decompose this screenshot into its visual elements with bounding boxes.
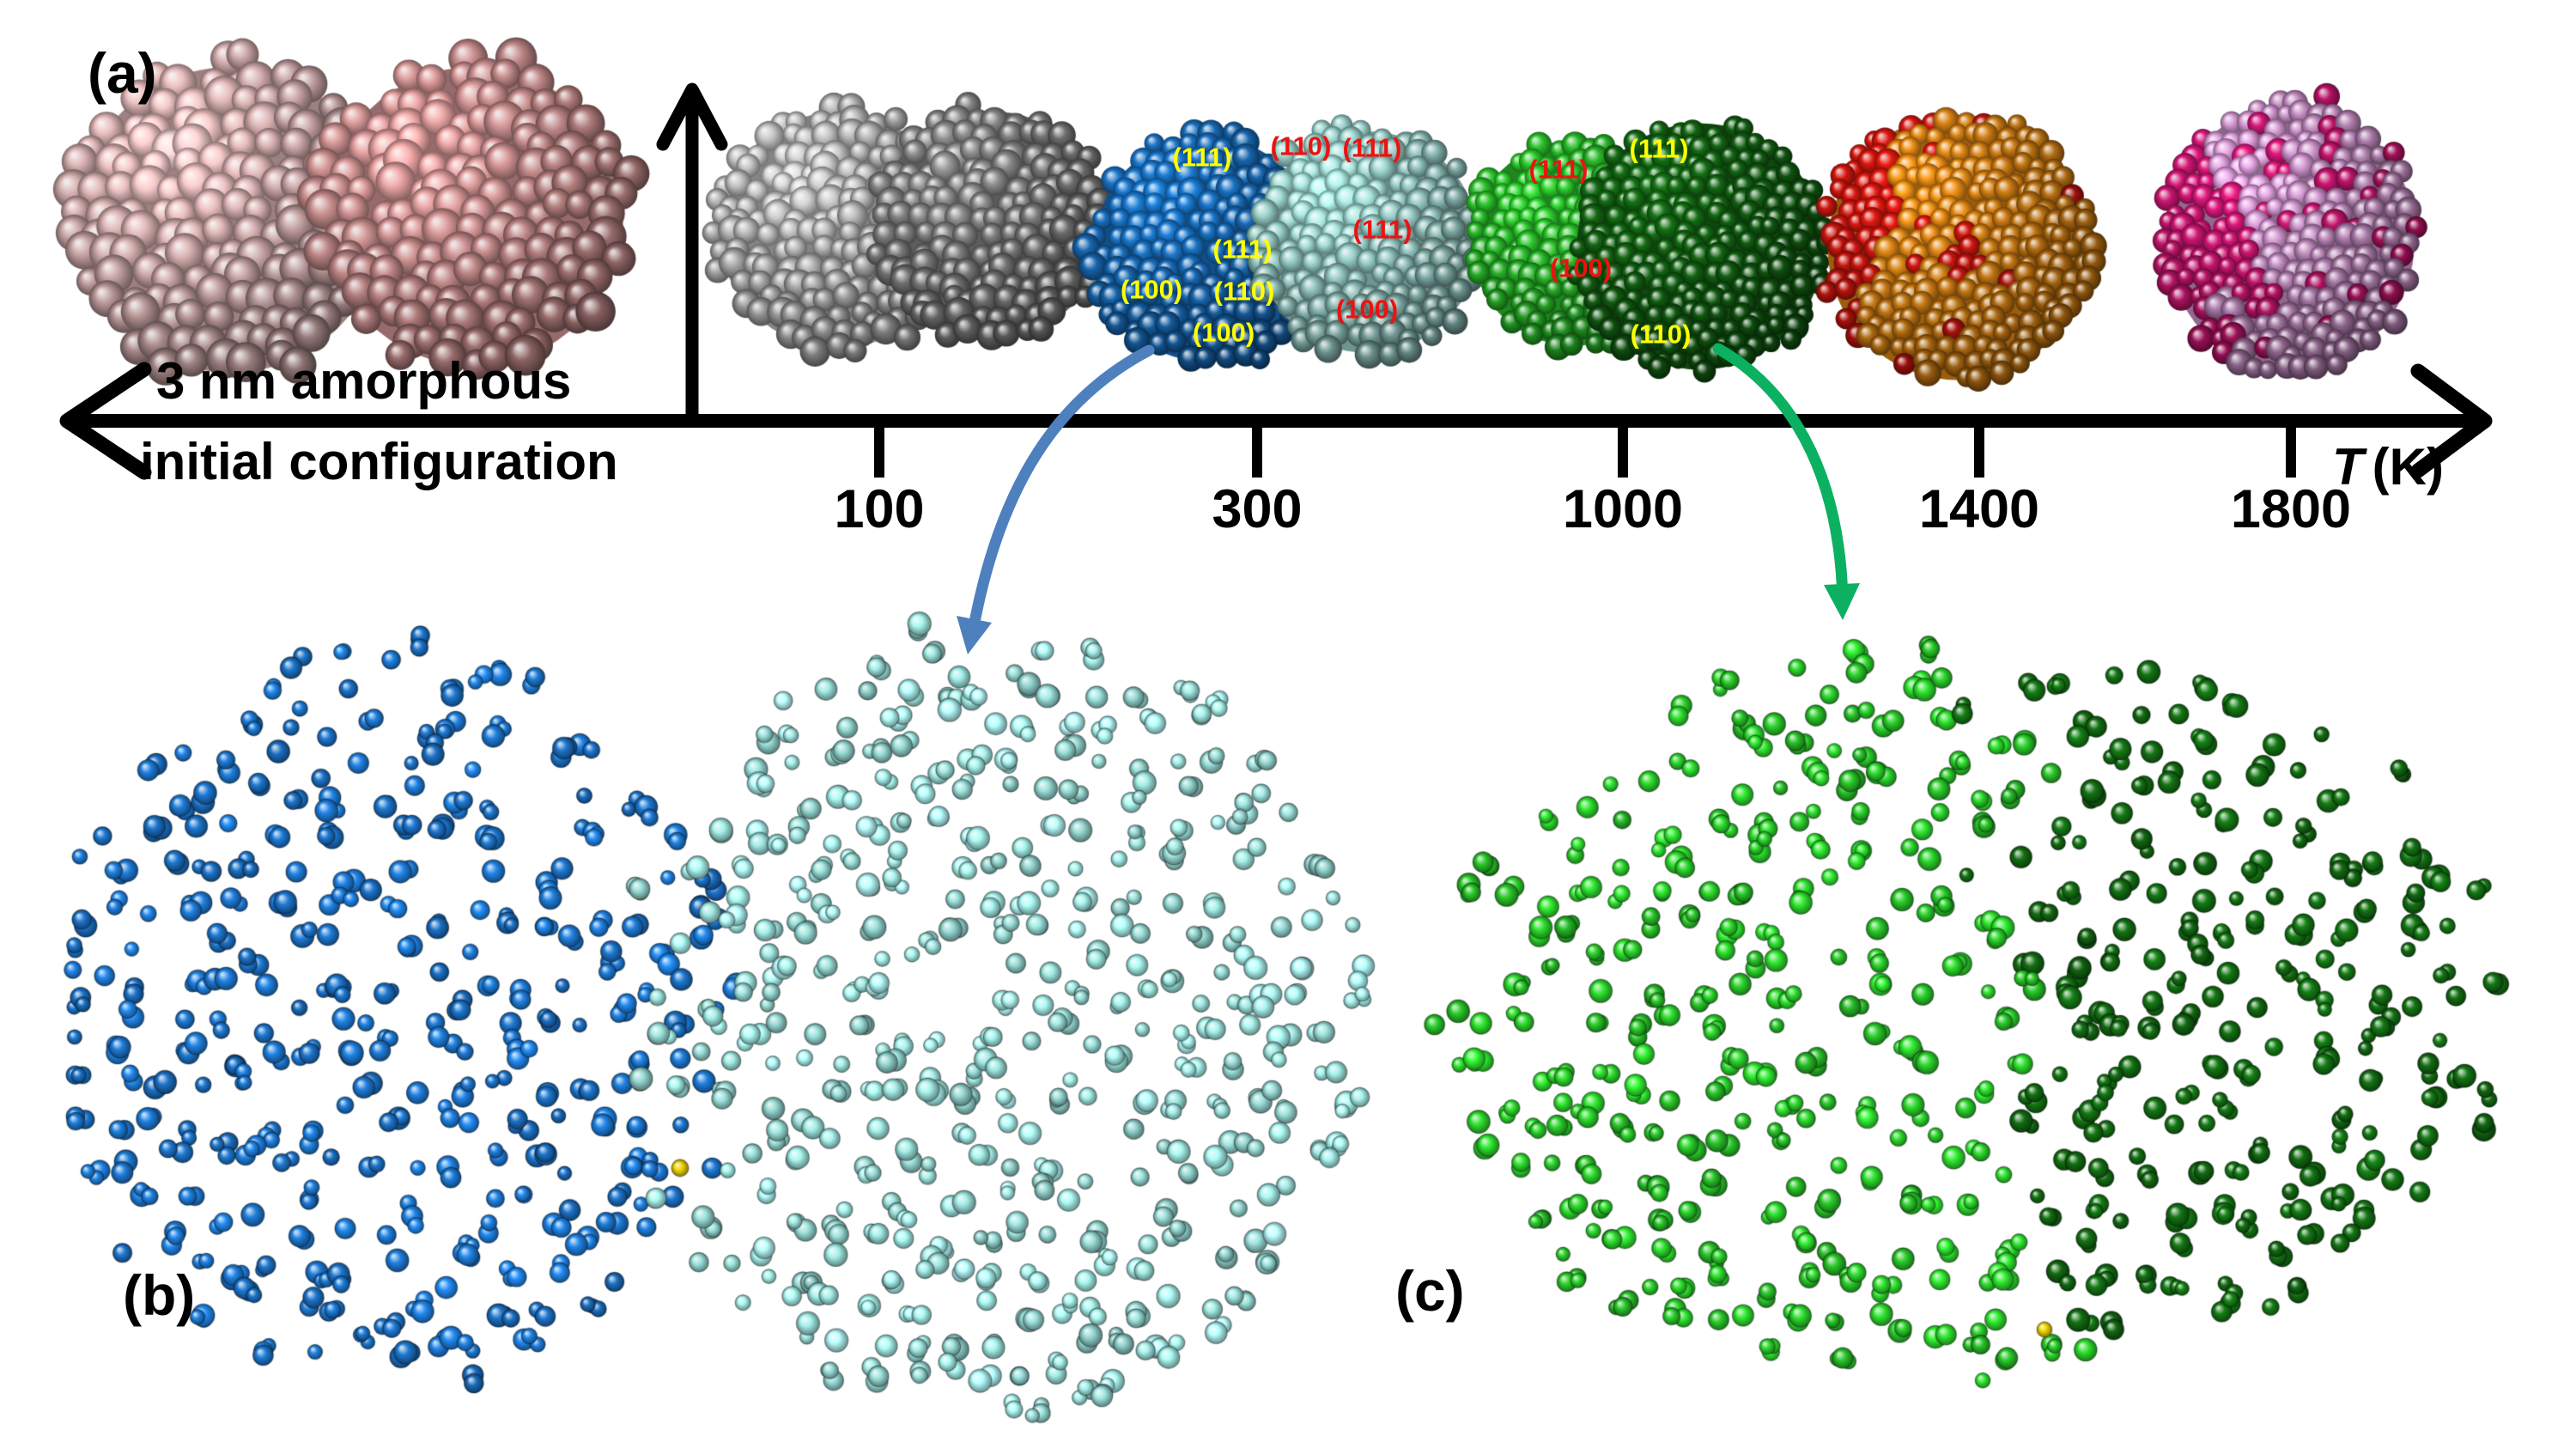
axis-tick-label-100: 100 bbox=[834, 479, 925, 539]
facet-label-yellow: (110) bbox=[1630, 319, 1692, 350]
facet-label-yellow: (111) bbox=[1212, 234, 1273, 265]
panel-c-label: (c) bbox=[1395, 1259, 1465, 1323]
facet-label-yellow: (110) bbox=[1213, 276, 1275, 307]
axis-left-arrowhead-icon bbox=[59, 362, 152, 480]
annotation-initial-configuration: initial configuration bbox=[140, 433, 618, 490]
facet-label-yellow: (111) bbox=[1629, 133, 1689, 164]
facet-label-yellow: (111) bbox=[1172, 142, 1232, 173]
arrow-300K-to-panel-b bbox=[967, 344, 1155, 637]
panel-b-label: (b) bbox=[123, 1263, 196, 1327]
axis-tick-label-1000: 1000 bbox=[1562, 479, 1684, 539]
facet-label-red: (100) bbox=[1335, 294, 1399, 325]
vertical-axis-arrowhead-icon bbox=[656, 82, 728, 151]
axis-tick-label-1800: 1800 bbox=[2230, 479, 2352, 539]
panel-a-label: (a) bbox=[88, 41, 157, 105]
axis-title-T: T bbox=[2332, 438, 2364, 496]
facet-label-yellow: (100) bbox=[1120, 274, 1183, 305]
facet-label-yellow: (100) bbox=[1192, 317, 1255, 348]
axis-tick-label-1400: 1400 bbox=[1918, 479, 2040, 539]
axis-right-arrowhead-icon bbox=[2410, 363, 2493, 478]
arrow-300K-arrowhead-icon bbox=[957, 616, 992, 654]
axis-title-unit: (K) bbox=[2372, 438, 2444, 496]
arrow-1000K-to-panel-c bbox=[1712, 343, 1849, 605]
facet-label-red: (111) bbox=[1528, 154, 1589, 185]
arrow-1000K-arrowhead-icon bbox=[1824, 583, 1860, 620]
axis-tick-label-300: 300 bbox=[1212, 479, 1303, 539]
facet-label-red: (100) bbox=[1549, 253, 1613, 283]
facet-label-red: (110) bbox=[1270, 131, 1332, 161]
facet-label-red: (111) bbox=[1352, 214, 1413, 245]
axis-title-temperature: T (K) bbox=[2332, 441, 2444, 493]
facet-label-red: (111) bbox=[1342, 132, 1402, 163]
axis-tick-marks bbox=[874, 428, 2296, 478]
annotation-amorphous: 3 nm amorphous bbox=[156, 352, 572, 410]
